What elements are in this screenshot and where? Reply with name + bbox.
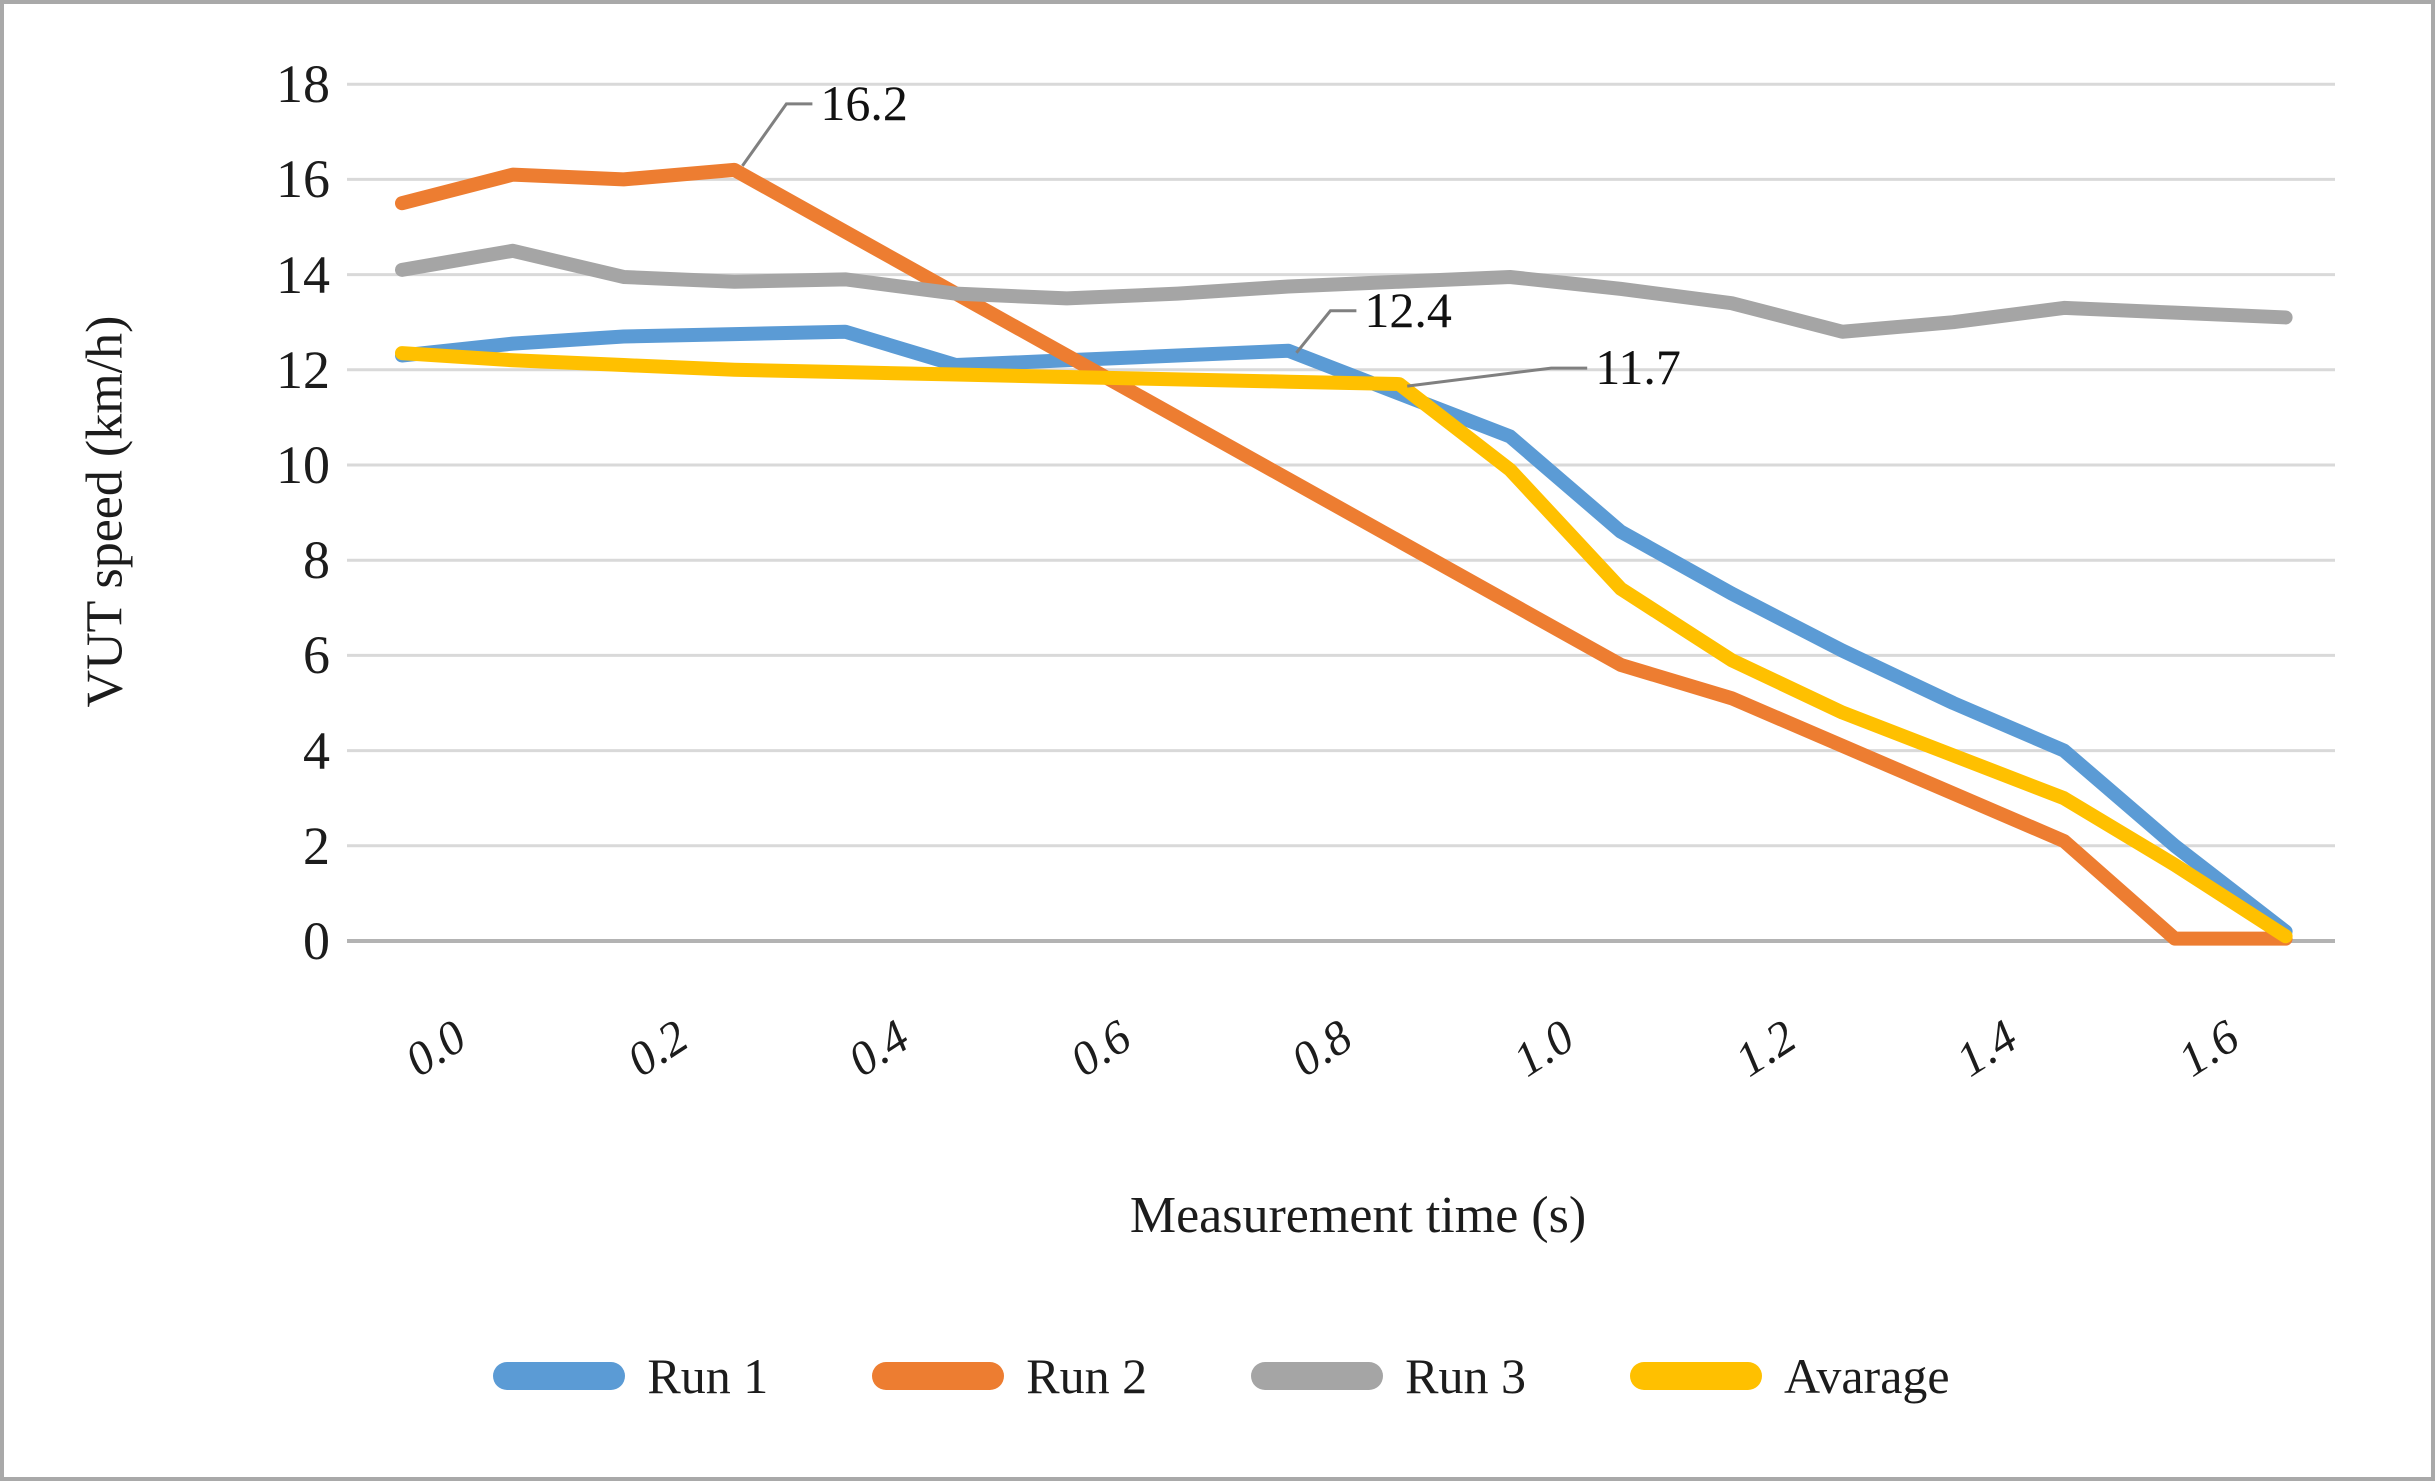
legend: Run 1 Run 2 Run 3 Avarage	[4, 1336, 2431, 1416]
y-tick-label: 12	[276, 339, 330, 400]
annotation-value-label: 16.2	[820, 74, 908, 131]
legend-label-run-2: Run 2	[1026, 1348, 1148, 1404]
y-tick-label: 0	[303, 911, 330, 971]
plot-area	[347, 82, 2335, 946]
annotation-leader-line	[1407, 366, 1588, 388]
annotation-value-label: 12.4	[1364, 281, 1452, 338]
y-axis-title: VUT speed (km/h)	[76, 315, 134, 708]
legend-label-run-1: Run 1	[647, 1348, 769, 1404]
x-axis-title: Measurement time (s)	[1129, 1187, 1587, 1244]
legend-marker-run-3	[1251, 1362, 1384, 1390]
legend-item-run-1: Run 1	[493, 1347, 768, 1405]
legend-item-run-3: Run 3	[1251, 1347, 1526, 1405]
y-tick-label: 14	[276, 244, 330, 305]
series-line-avarage	[395, 346, 2293, 944]
y-tick-label: 16	[276, 149, 330, 210]
legend-marker-run-1	[493, 1362, 626, 1390]
legend-label-run-3: Run 3	[1405, 1348, 1526, 1404]
legend-marker-avarage	[1629, 1362, 1762, 1390]
y-tick-label: 2	[303, 815, 330, 876]
annotation-value-label: 11.7	[1595, 339, 1681, 396]
legend-item-avarage: Avarage	[1629, 1347, 1950, 1405]
series-line-run-1	[395, 324, 2293, 939]
y-tick-label: 18	[276, 54, 330, 115]
legend-item-run-2: Run 2	[872, 1347, 1147, 1405]
y-tick-label: 8	[303, 530, 330, 591]
legend-marker-run-2	[872, 1362, 1005, 1390]
annotation-leader-line	[1295, 309, 1357, 354]
y-tick-label: 6	[303, 625, 330, 686]
series-line-run-2	[395, 162, 2293, 946]
annotation-leader-line	[741, 102, 813, 167]
y-tick-label: 10	[276, 435, 330, 495]
series-line-run-3	[395, 243, 2293, 339]
y-tick-label: 4	[303, 720, 330, 781]
legend-label-avarage: Avarage	[1783, 1348, 1950, 1404]
